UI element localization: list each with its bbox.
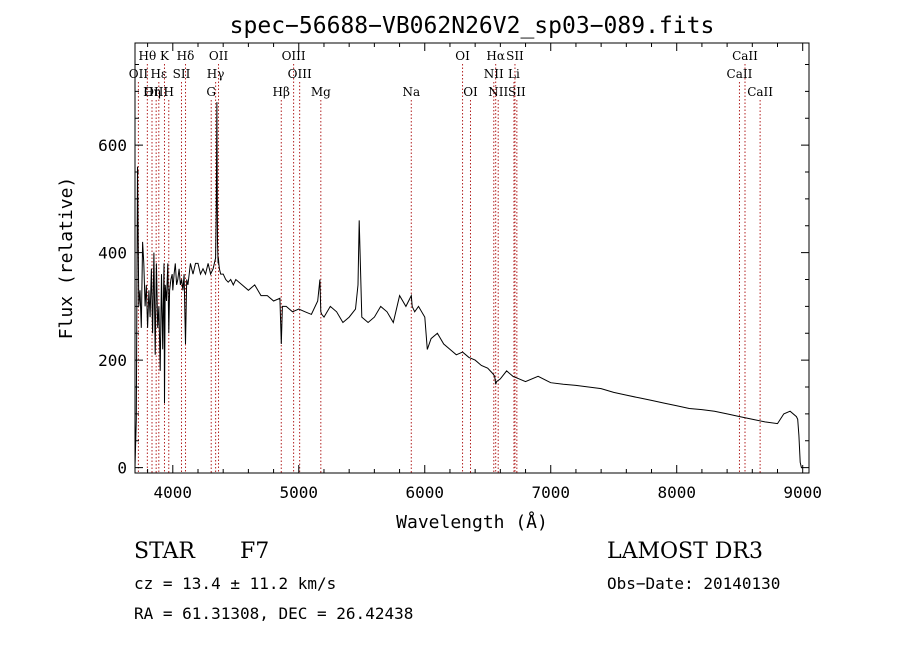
x-tick-label: 6000 xyxy=(405,483,444,502)
x-axis: 4000 5000 6000 7000 8000 9000 xyxy=(147,43,822,502)
line-label: Hα xyxy=(486,49,505,63)
line-label: OIII xyxy=(282,49,306,63)
line-label: OIII xyxy=(144,85,168,99)
line-label: H xyxy=(164,85,174,99)
x-tick-label: 5000 xyxy=(280,483,319,502)
line-label: Hθ xyxy=(138,49,156,63)
line-label: OI xyxy=(463,85,478,99)
redshift-cz: cz = 13.4 ± 11.2 km/s xyxy=(134,574,336,593)
line-label: OIII xyxy=(288,67,312,81)
line-label: Hη xyxy=(143,85,161,99)
line-label: OII xyxy=(209,49,229,63)
line-label: NII xyxy=(488,85,508,99)
line-label: NII xyxy=(484,67,504,81)
chart-title: spec−56688−VB062N26V2_sp03−089.fits xyxy=(230,13,715,39)
y-axis-label: Flux (relative) xyxy=(56,177,77,340)
x-tick-label: 4000 xyxy=(154,483,193,502)
ra-dec: RA = 61.31308, DEC = 26.42438 xyxy=(134,604,413,623)
line-label: CaII xyxy=(732,49,758,63)
line-label: Mg xyxy=(311,85,331,99)
y-tick-label: 600 xyxy=(98,136,127,155)
x-tick-label: 8000 xyxy=(657,483,696,502)
y-tick-label: 400 xyxy=(98,244,127,263)
line-label: Hβ xyxy=(273,85,290,99)
plot-frame xyxy=(134,42,810,474)
line-label: G xyxy=(206,85,216,99)
line-label: OI xyxy=(455,49,470,63)
line-label: SII xyxy=(173,67,191,81)
y-tick-label: 200 xyxy=(98,351,127,370)
line-label: Hδ xyxy=(177,49,195,63)
object-class: STAR xyxy=(134,539,196,564)
line-label: OII xyxy=(129,67,149,81)
survey-name: LAMOST DR3 xyxy=(607,539,763,564)
obs-date: Obs−Date: 20140130 xyxy=(607,574,780,593)
x-tick-label: 9000 xyxy=(783,483,822,502)
line-label: CaII xyxy=(727,67,753,81)
line-label: Li xyxy=(508,67,520,81)
object-subclass: F7 xyxy=(240,539,269,564)
line-label: SII xyxy=(506,49,524,63)
line-label: Hγ xyxy=(207,67,225,81)
line-label: SII xyxy=(508,85,526,99)
line-label: Na xyxy=(402,85,420,99)
line-label: Hε xyxy=(150,67,167,81)
y-tick-label: 0 xyxy=(117,459,127,478)
y-axis: 0 200 400 600 xyxy=(98,64,809,478)
line-label: K xyxy=(160,49,170,63)
x-axis-label: Wavelength (Å) xyxy=(396,511,548,533)
x-tick-label: 7000 xyxy=(531,483,570,502)
line-markers xyxy=(137,64,761,473)
line-label: CaII xyxy=(747,85,773,99)
spectrum-line xyxy=(134,102,803,469)
